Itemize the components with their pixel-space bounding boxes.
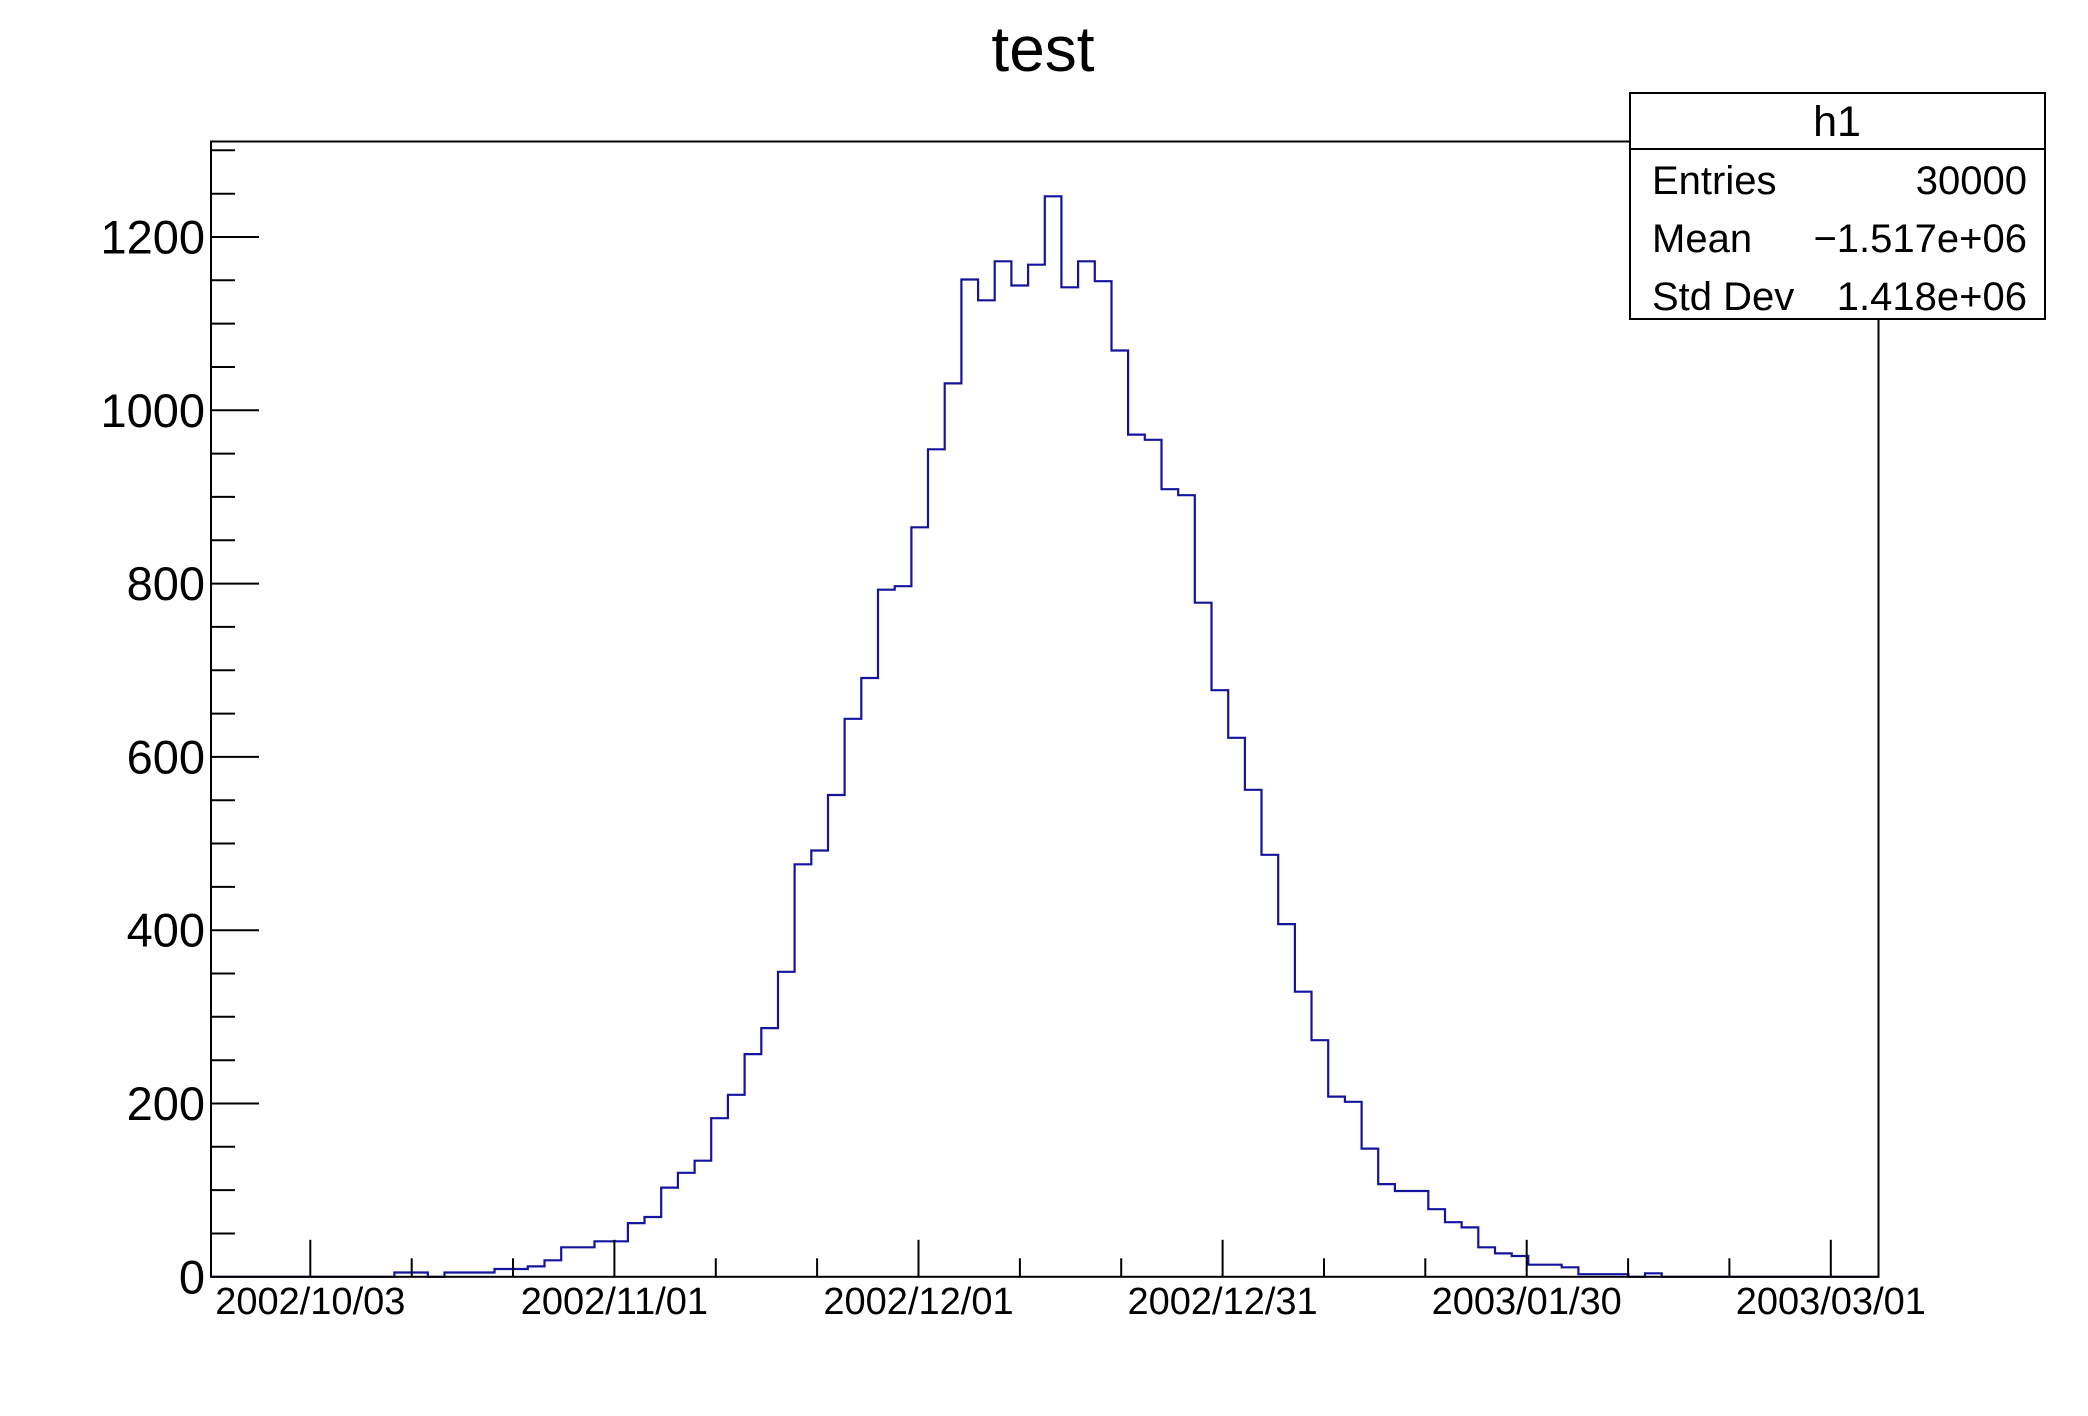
svg-text:−1.517e+06: −1.517e+06 bbox=[1813, 217, 2027, 261]
svg-text:600: 600 bbox=[127, 730, 205, 783]
svg-text:h1: h1 bbox=[1813, 98, 1861, 146]
svg-text:1000: 1000 bbox=[100, 384, 205, 437]
svg-text:Entries: Entries bbox=[1652, 159, 1777, 203]
svg-text:2002/12/31: 2002/12/31 bbox=[1128, 1281, 1318, 1323]
svg-text:2002/12/01: 2002/12/01 bbox=[823, 1281, 1013, 1323]
svg-text:2002/10/03: 2002/10/03 bbox=[215, 1281, 405, 1323]
svg-text:800: 800 bbox=[127, 557, 205, 610]
svg-text:2003/03/01: 2003/03/01 bbox=[1736, 1281, 1926, 1323]
svg-text:30000: 30000 bbox=[1916, 159, 2027, 203]
svg-text:0: 0 bbox=[179, 1250, 205, 1303]
svg-text:2002/11/01: 2002/11/01 bbox=[521, 1281, 708, 1323]
svg-text:2003/01/30: 2003/01/30 bbox=[1432, 1281, 1622, 1323]
svg-text:1200: 1200 bbox=[100, 211, 205, 264]
svg-text:test: test bbox=[991, 13, 1094, 85]
svg-text:200: 200 bbox=[127, 1077, 205, 1130]
svg-text:400: 400 bbox=[127, 904, 205, 957]
svg-text:Std Dev: Std Dev bbox=[1652, 275, 1794, 319]
svg-text:Mean: Mean bbox=[1652, 217, 1752, 261]
svg-text:1.418e+06: 1.418e+06 bbox=[1837, 275, 2027, 319]
